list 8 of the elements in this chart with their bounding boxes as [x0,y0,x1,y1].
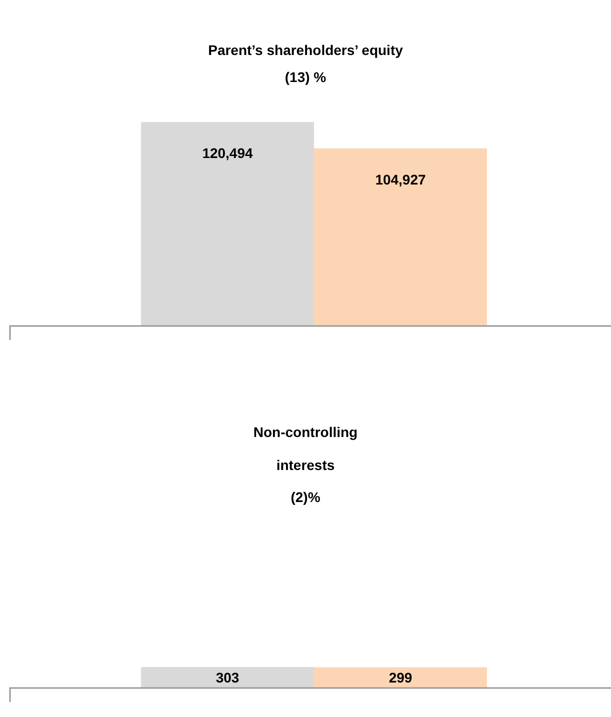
chart-title: Parent’s shareholders’ equity [208,42,404,58]
data-label: 120,494 [202,145,254,161]
chart-title: Non-controlling interests [253,424,358,473]
chart-subtitle: (13) % [284,69,327,85]
data-label: 303 [216,670,240,686]
chart-subtitle: (2)% [290,489,321,505]
data-label: 299 [388,670,412,686]
data-label: 104,927 [375,171,426,188]
